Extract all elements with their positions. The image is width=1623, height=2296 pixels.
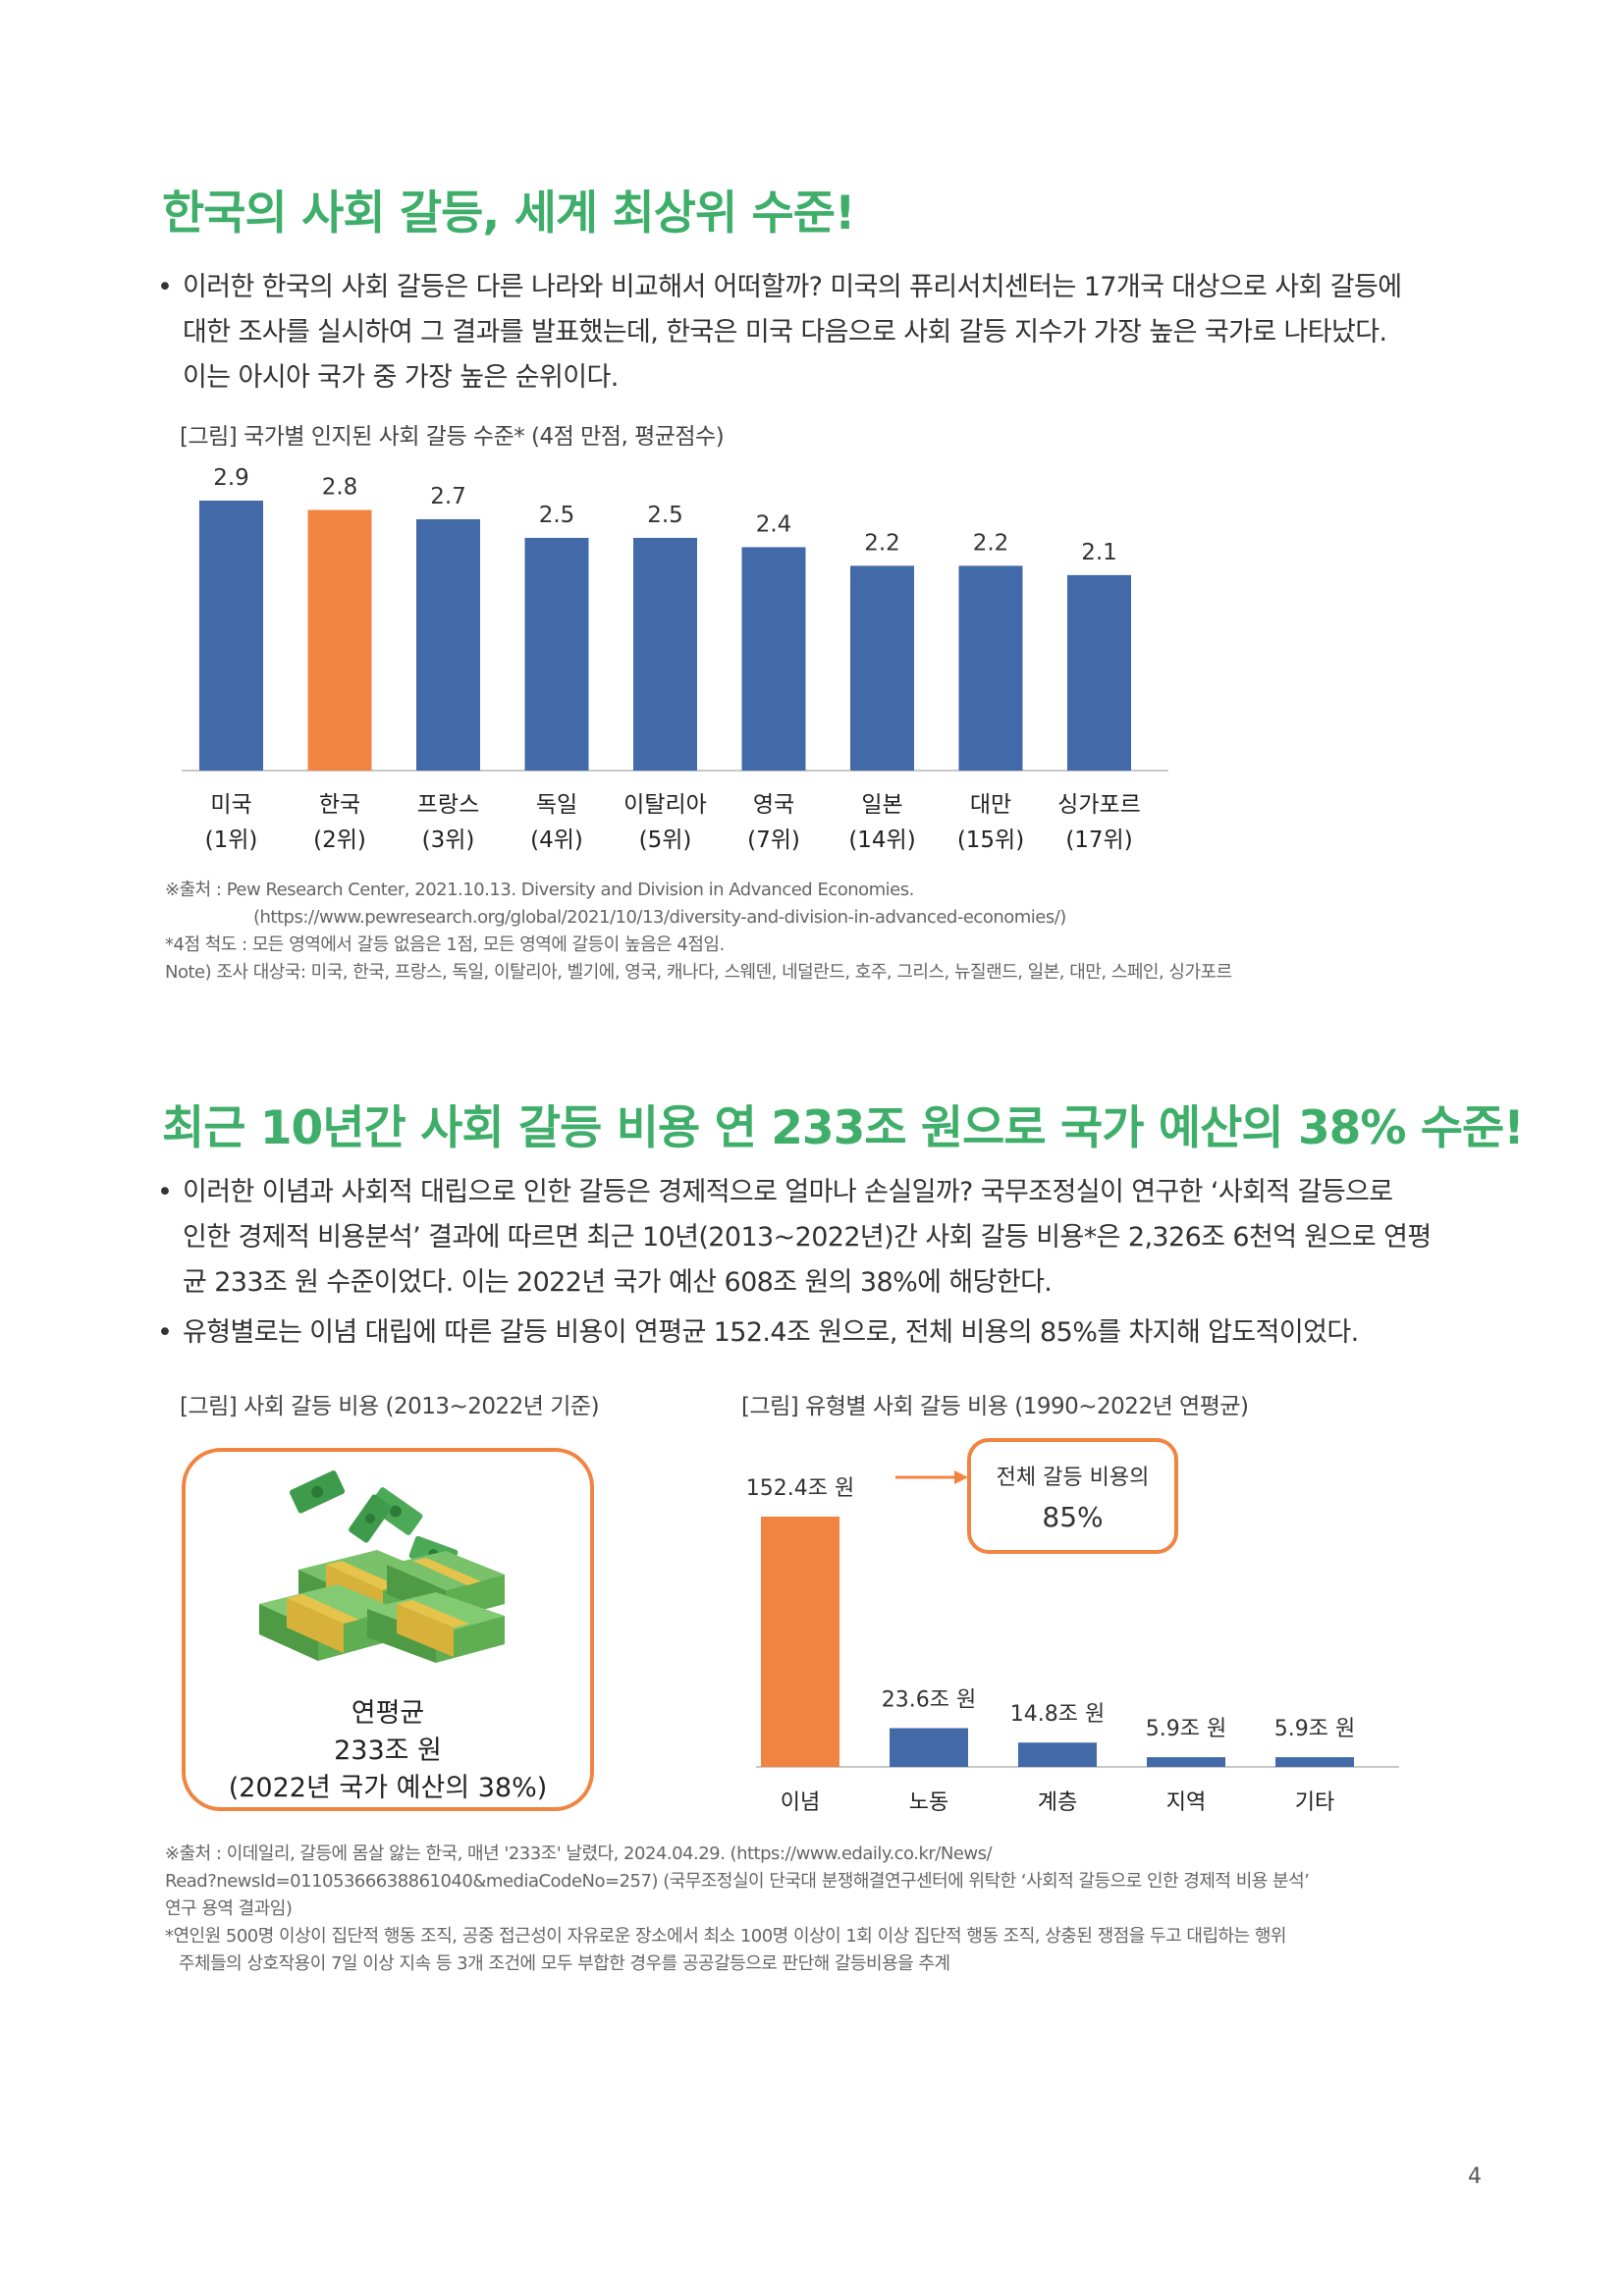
note-line: *4점 척도 : 모든 영역에서 갈등 없음은 1점, 모든 영역에 갈등이 높… xyxy=(165,934,725,955)
callout-line-1: 전체 갈등 비용의 xyxy=(996,1466,1150,1490)
note-line: Read?newsId=01105366638861040&mediaCodeN… xyxy=(165,1871,1310,1892)
callout-line-2: 85% xyxy=(1042,1501,1104,1533)
section1-notes: ※출처 : Pew Research Center, 2021.10.13. D… xyxy=(165,877,1232,987)
section2-notes: ※출처 : 이데일리, 갈등에 몸살 앓는 한국, 매년 '233조' 날렸다,… xyxy=(165,1841,1310,1978)
paragraph-line: 이러한 이념과 사회적 대립으로 인한 갈등은 경제적으로 얼마나 손실일까? … xyxy=(183,1177,1393,1207)
rank-label: (14위) xyxy=(848,828,915,853)
figure2-left-title: [그림] 사회 갈등 비용 (2013~2022년 기준) xyxy=(180,1394,600,1419)
type-cost-bar-chart: 152.4조 원이념 23.6조 원노동 14.8조 원계층 5.9조 원지역 5.9조… xyxy=(746,1476,1399,1815)
money-stack-icon xyxy=(259,1470,505,1663)
category-label: 계층 xyxy=(1038,1790,1077,1815)
paragraph-line: 대한 조사를 실시하여 그 결과를 발표했는데, 한국은 미국 다음으로 사회 … xyxy=(183,317,1387,347)
figure1-title: [그림] 국가별 인지된 사회 갈등 수준* (4점 만점, 평균점수) xyxy=(180,424,725,450)
country-conflict-bar-chart: 2.9 미국 (1위) 2.8 한국 (2위) 2.7 프랑스 (3위) 2.5 독일 (4위) 2.5… xyxy=(182,465,1168,853)
bar-value-label: 2.8 xyxy=(322,474,358,500)
bullet-dot: • xyxy=(157,272,173,302)
paragraph-line: 유형별로는 이념 대립에 따른 갈등 비용이 연평균 152.4조 원으로, 전… xyxy=(183,1317,1359,1348)
callout-arrow-icon xyxy=(895,1470,968,1484)
bar-value-label: 2.5 xyxy=(647,503,683,528)
bar-대만 xyxy=(958,565,1023,771)
rank-label: (17위) xyxy=(1065,828,1132,853)
rank-label: (3위) xyxy=(422,828,475,853)
bar-value-label: 5.9조 원 xyxy=(1274,1717,1355,1741)
section1-heading: 한국의 사회 갈등, 세계 최상위 수준! xyxy=(162,187,855,240)
page-number: 4 xyxy=(1468,2164,1482,2189)
share-callout: 전체 갈등 비용의 85% xyxy=(967,1438,1178,1554)
note-line: ※출처 : 이데일리, 갈등에 몸살 앓는 한국, 매년 '233조' 날렸다,… xyxy=(165,1843,993,1864)
category-label: 독일 xyxy=(536,792,577,818)
bar-영국 xyxy=(741,547,806,771)
bar-독일 xyxy=(524,537,589,771)
rank-label: (5위) xyxy=(639,828,692,853)
bar-value-label: 2.2 xyxy=(864,530,900,556)
bar-노동 xyxy=(890,1728,968,1767)
note-line: *연인원 500명 이상이 집단적 행동 조직, 공중 접근성이 자유로운 장소… xyxy=(165,1926,1286,1947)
rank-label: (4위) xyxy=(530,828,583,853)
bar-이탈리아 xyxy=(633,537,697,771)
rank-label: (7위) xyxy=(747,828,800,853)
box-line-3: (2022년 국가 예산의 38%) xyxy=(228,1773,548,1803)
category-label: 지역 xyxy=(1166,1790,1206,1815)
section1-paragraph: • 이러한 한국의 사회 갈등은 다른 나라와 비교해서 어떠할까? 미국의 퓨… xyxy=(157,265,1492,400)
category-label: 미국 xyxy=(210,792,251,818)
bar-지역 xyxy=(1147,1757,1225,1767)
paragraph-line: 균 233조 원 수준이었다. 이는 2022년 국가 예산 608조 원의 3… xyxy=(183,1267,1053,1298)
figure2-right-title: [그림] 유형별 사회 갈등 비용 (1990~2022년 연평균) xyxy=(741,1394,1249,1419)
bar-일본 xyxy=(850,565,914,771)
box-line-1: 연평균 xyxy=(351,1698,425,1729)
section2-heading: 최근 10년간 사회 갈등 비용 연 233조 원으로 국가 예산의 38% 수… xyxy=(162,1101,1525,1155)
bar-싱가포르 xyxy=(1067,574,1131,771)
bar-프랑스 xyxy=(416,518,480,771)
note-line: 주체들의 상호작용이 7일 이상 지속 등 3개 조건에 모두 부합한 경우를 … xyxy=(179,1953,950,1974)
bar-value-label: 5.9조 원 xyxy=(1146,1717,1226,1741)
category-label: 대만 xyxy=(970,792,1011,818)
bar-이념 xyxy=(761,1517,839,1767)
paragraph-line: 이는 아시아 국가 중 가장 높은 순위이다. xyxy=(183,362,619,393)
category-label: 노동 xyxy=(909,1790,948,1815)
category-label: 한국 xyxy=(319,792,360,818)
rank-label: (2위) xyxy=(313,828,366,853)
note-line: ※출처 : Pew Research Center, 2021.10.13. D… xyxy=(165,880,914,900)
bar-계층 xyxy=(1018,1742,1097,1767)
bar-미국 xyxy=(199,501,263,771)
note-line: (https://www.pewresearch.org/global/2021… xyxy=(253,907,1066,928)
bar-기타 xyxy=(1275,1757,1354,1767)
paragraph-line: 이러한 한국의 사회 갈등은 다른 나라와 비교해서 어떠할까? 미국의 퓨리서… xyxy=(183,272,1402,302)
box-line-2: 233조 원 xyxy=(334,1735,442,1766)
bar-value-label: 2.7 xyxy=(430,484,466,509)
note-line: 연구 용역 결과임) xyxy=(165,1898,293,1919)
section2-bullet2: • 유형별로는 이념 대립에 따른 갈등 비용이 연평균 152.4조 원으로,… xyxy=(157,1310,1492,1356)
bar-value-label: 2.9 xyxy=(213,465,249,491)
bar-value-label: 152.4조 원 xyxy=(746,1476,854,1501)
category-label: 프랑스 xyxy=(417,792,479,818)
category-label: 싱가포르 xyxy=(1057,792,1141,818)
bar-value-label: 2.4 xyxy=(756,511,792,537)
section2-bullet1: • 이러한 이념과 사회적 대립으로 인한 갈등은 경제적으로 얼마나 손실일까… xyxy=(157,1170,1492,1306)
bar-value-label: 23.6조 원 xyxy=(882,1688,976,1713)
bar-value-label: 14.8조 원 xyxy=(1010,1702,1105,1727)
category-label: 기타 xyxy=(1295,1790,1334,1815)
rank-label: (15위) xyxy=(957,828,1024,853)
category-label: 영국 xyxy=(753,792,794,818)
bullet-dot: • xyxy=(157,1317,173,1348)
category-label: 이념 xyxy=(781,1790,820,1815)
bar-한국 xyxy=(307,509,372,771)
paragraph-line: 인한 경제적 비용분석’ 결과에 따르면 최근 10년(2013~2022년)간… xyxy=(183,1222,1432,1253)
bar-value-label: 2.2 xyxy=(973,530,1009,556)
category-label: 일본 xyxy=(861,792,902,818)
annual-cost-box: 연평균 233조 원 (2022년 국가 예산의 38%) xyxy=(182,1448,594,1811)
bullet-dot: • xyxy=(157,1177,173,1207)
note-line: Note) 조사 대상국: 미국, 한국, 프랑스, 독일, 이탈리아, 벨기에… xyxy=(165,962,1232,983)
bar-value-label: 2.1 xyxy=(1081,540,1117,565)
bar-value-label: 2.5 xyxy=(539,503,575,528)
category-label: 이탈리아 xyxy=(623,792,707,818)
rank-label: (1위) xyxy=(205,828,258,853)
